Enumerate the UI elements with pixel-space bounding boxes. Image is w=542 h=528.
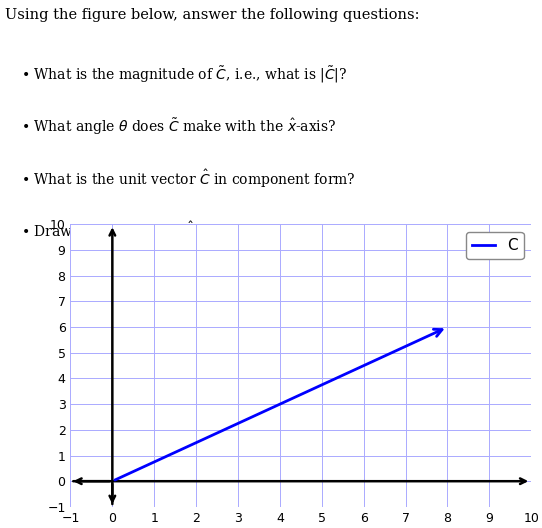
Text: • What is the unit vector $\hat{C}$ in component form?: • What is the unit vector $\hat{C}$ in c… — [21, 168, 356, 191]
Text: Using the figure below, answer the following questions:: Using the figure below, answer the follo… — [5, 8, 420, 22]
Text: • What angle $\theta$ does $\tilde{C}$ make with the $\hat{x}$-axis?: • What angle $\theta$ does $\tilde{C}$ m… — [21, 116, 337, 137]
Legend: C: C — [466, 232, 524, 259]
Text: • What is the magnitude of $\tilde{C}$, i.e., what is $|\tilde{C}|$?: • What is the magnitude of $\tilde{C}$, … — [21, 64, 348, 85]
Text: • Draw the unit vector $\hat{C}$ on the plot below.: • Draw the unit vector $\hat{C}$ on the … — [21, 220, 326, 242]
